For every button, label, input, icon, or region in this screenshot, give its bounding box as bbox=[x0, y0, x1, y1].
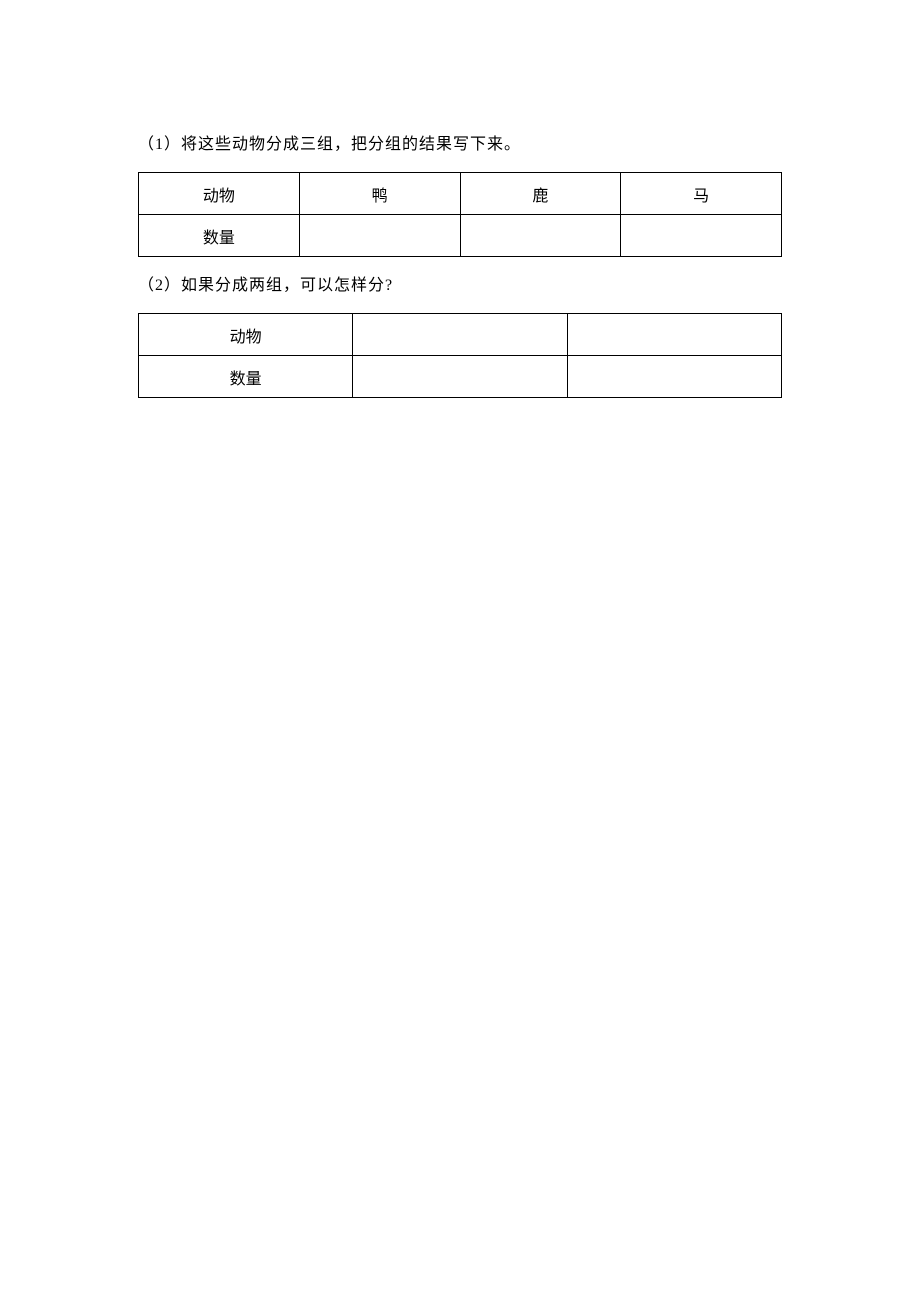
q1-row1-col2: 鹿 bbox=[460, 173, 621, 215]
q1-row1-label: 动物 bbox=[139, 173, 300, 215]
q2-row2-label: 数量 bbox=[139, 356, 353, 398]
q2-row2-col1[interactable] bbox=[353, 356, 567, 398]
question1-section: （1）将这些动物分成三组，把分组的结果写下来。 动物 鸭 鹿 马 数量 bbox=[138, 130, 782, 257]
question2-table: 动物 数量 bbox=[138, 313, 782, 398]
table-row: 动物 bbox=[139, 314, 782, 356]
q2-row1-col1[interactable] bbox=[353, 314, 567, 356]
question1-table: 动物 鸭 鹿 马 数量 bbox=[138, 172, 782, 257]
q1-row2-col2[interactable] bbox=[460, 215, 621, 257]
q2-row1-label: 动物 bbox=[139, 314, 353, 356]
table-row: 数量 bbox=[139, 356, 782, 398]
q1-row2-col1[interactable] bbox=[299, 215, 460, 257]
q1-row1-col3: 马 bbox=[621, 173, 782, 215]
q2-row2-col2[interactable] bbox=[567, 356, 781, 398]
question1-prompt: （1）将这些动物分成三组，把分组的结果写下来。 bbox=[138, 130, 782, 154]
q1-row1-col1: 鸭 bbox=[299, 173, 460, 215]
q1-row2-label: 数量 bbox=[139, 215, 300, 257]
question2-prompt: （2）如果分成两组，可以怎样分? bbox=[138, 271, 782, 295]
table-row: 动物 鸭 鹿 马 bbox=[139, 173, 782, 215]
q2-row1-col2[interactable] bbox=[567, 314, 781, 356]
table-row: 数量 bbox=[139, 215, 782, 257]
question2-section: （2）如果分成两组，可以怎样分? 动物 数量 bbox=[138, 271, 782, 398]
q1-row2-col3[interactable] bbox=[621, 215, 782, 257]
